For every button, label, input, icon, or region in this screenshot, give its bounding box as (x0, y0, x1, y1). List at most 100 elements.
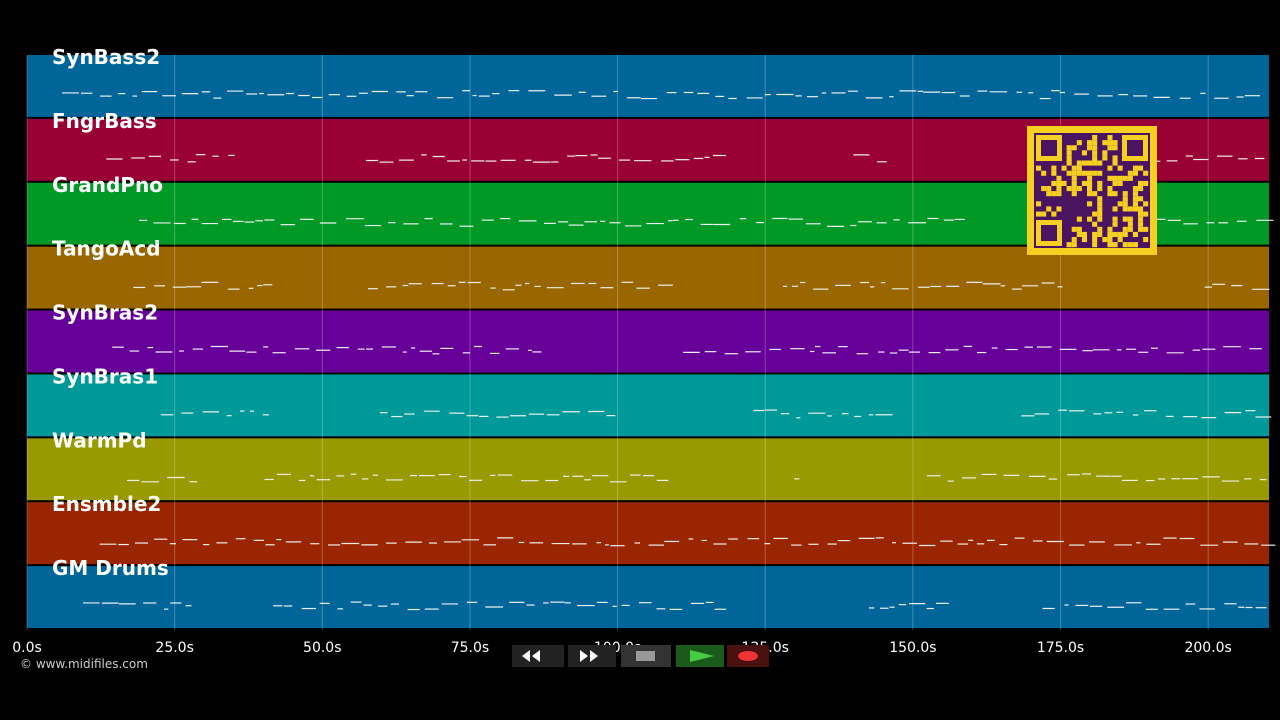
qr-module (1097, 170, 1103, 176)
qr-module (1143, 237, 1149, 243)
qr-module (1081, 237, 1087, 243)
qr-module (1112, 242, 1118, 248)
qr-module (1097, 226, 1103, 232)
qr-module (1056, 206, 1062, 212)
qr-module (1081, 150, 1087, 156)
qr-module (1122, 206, 1128, 212)
qr-module (1076, 186, 1082, 192)
qr-module (1102, 237, 1108, 243)
qr-module (1138, 211, 1144, 217)
x-tick-label: 150.0s (889, 640, 936, 656)
qr-module (1127, 175, 1133, 181)
track-name: SynBass2 (52, 45, 160, 69)
qr-module (1127, 242, 1133, 248)
track-band (27, 438, 1269, 501)
qr-module (1138, 206, 1144, 212)
qr-module (1127, 221, 1133, 227)
qr-module (1076, 140, 1082, 146)
track-labels: SynBass2 FngrBass GrandPno TangoAcd SynBras2… (52, 45, 169, 580)
qr-module (1081, 170, 1087, 176)
qr-module (1051, 180, 1057, 186)
qr-module (1071, 145, 1077, 151)
qr-module (1061, 180, 1067, 186)
qr-module (1138, 196, 1144, 202)
qr-module (1132, 242, 1138, 248)
qr-module (1087, 191, 1093, 197)
qr-module (1076, 216, 1082, 222)
track-band (27, 566, 1269, 628)
qr-module (1066, 155, 1072, 161)
track-band (27, 55, 1269, 117)
qr-module (1071, 165, 1077, 171)
qr-module (1092, 160, 1098, 166)
qr-module (1076, 226, 1082, 232)
qr-module (1056, 191, 1062, 197)
qr-module (1138, 226, 1144, 232)
qr-module (1046, 191, 1052, 197)
qr-module (1076, 160, 1082, 166)
qr-module (1097, 180, 1103, 186)
qr-module (1051, 170, 1057, 176)
qr-module (1107, 231, 1113, 237)
qr-module (1071, 191, 1077, 197)
qr-module (1112, 206, 1118, 212)
qr-module (1112, 180, 1118, 186)
qr-module (1107, 237, 1113, 243)
qr-module (1097, 206, 1103, 212)
track-name: GM Drums (52, 556, 169, 580)
x-tick-label: 200.0s (1184, 640, 1231, 656)
qr-module (1087, 170, 1093, 176)
qr-module (1132, 196, 1138, 202)
qr-module (1107, 140, 1113, 146)
qr-module (1112, 145, 1118, 151)
qr-module (1102, 140, 1108, 146)
qr-module (1092, 140, 1098, 146)
qr-module (1138, 180, 1144, 186)
qr-module (1097, 216, 1103, 222)
x-tick-label: 25.0s (155, 640, 193, 656)
track-band (27, 502, 1269, 565)
qr-module (1132, 206, 1138, 212)
x-tick-label: 50.0s (303, 640, 341, 656)
qr-module (1132, 231, 1138, 237)
qr-module (1112, 160, 1118, 166)
qr-module (1143, 201, 1149, 207)
qr-module (1076, 165, 1082, 171)
qr-module (1127, 206, 1133, 212)
qr-module (1071, 226, 1077, 232)
qr-module (1122, 191, 1128, 197)
qr-module (1122, 226, 1128, 232)
qr-module (1041, 211, 1047, 217)
qr-module (1107, 186, 1113, 192)
qr-module (1102, 155, 1108, 161)
track-name: TangoAcd (52, 237, 161, 261)
qr-module (1092, 231, 1098, 237)
qr-module (1087, 201, 1093, 207)
qr-module (1107, 165, 1113, 171)
qr-module (1127, 170, 1133, 176)
qr-module (1092, 221, 1098, 227)
qr-module (1122, 175, 1128, 181)
grid (26, 55, 1209, 630)
qr-module (1112, 175, 1118, 181)
qr-module (1092, 237, 1098, 243)
qr-module (1143, 180, 1149, 186)
qr-module (1143, 226, 1149, 232)
qr-module (1127, 216, 1133, 222)
qr-module (1117, 237, 1123, 243)
qr-module (1097, 160, 1103, 166)
qr-module (1051, 191, 1057, 197)
qr-module (1046, 186, 1052, 192)
qr-module (1087, 180, 1093, 186)
qr-module (1056, 186, 1062, 192)
x-tick-label: 175.0s (1037, 640, 1084, 656)
qr-module (1066, 160, 1072, 166)
track-name: WarmPd (52, 428, 147, 452)
qr-module (1076, 170, 1082, 176)
qr-module (1097, 211, 1103, 217)
qr-module (1122, 216, 1128, 222)
x-tick-label: 0.0s (12, 640, 42, 656)
track-name: Ensmble2 (52, 492, 161, 516)
qr-module (1127, 226, 1133, 232)
